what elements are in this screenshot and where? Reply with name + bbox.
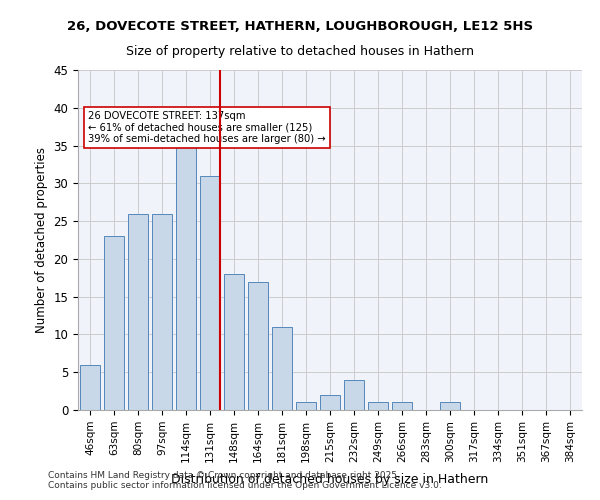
Text: Contains HM Land Registry data © Crown copyright and database right 2025.
Contai: Contains HM Land Registry data © Crown c… bbox=[48, 470, 442, 490]
Bar bbox=[272, 327, 292, 410]
Bar bbox=[440, 402, 460, 410]
Bar bbox=[344, 380, 364, 410]
Bar bbox=[152, 214, 172, 410]
Text: Size of property relative to detached houses in Hathern: Size of property relative to detached ho… bbox=[126, 45, 474, 58]
Bar bbox=[104, 236, 124, 410]
Bar bbox=[224, 274, 244, 410]
Bar bbox=[200, 176, 220, 410]
Bar bbox=[248, 282, 268, 410]
Text: 26 DOVECOTE STREET: 137sqm
← 61% of detached houses are smaller (125)
39% of sem: 26 DOVECOTE STREET: 137sqm ← 61% of deta… bbox=[88, 111, 326, 144]
Bar bbox=[320, 395, 340, 410]
Text: 26, DOVECOTE STREET, HATHERN, LOUGHBOROUGH, LE12 5HS: 26, DOVECOTE STREET, HATHERN, LOUGHBOROU… bbox=[67, 20, 533, 33]
Bar bbox=[392, 402, 412, 410]
Y-axis label: Number of detached properties: Number of detached properties bbox=[35, 147, 48, 333]
Bar bbox=[368, 402, 388, 410]
Bar bbox=[296, 402, 316, 410]
Bar bbox=[176, 130, 196, 410]
Bar bbox=[80, 364, 100, 410]
Bar bbox=[128, 214, 148, 410]
X-axis label: Distribution of detached houses by size in Hathern: Distribution of detached houses by size … bbox=[172, 473, 488, 486]
